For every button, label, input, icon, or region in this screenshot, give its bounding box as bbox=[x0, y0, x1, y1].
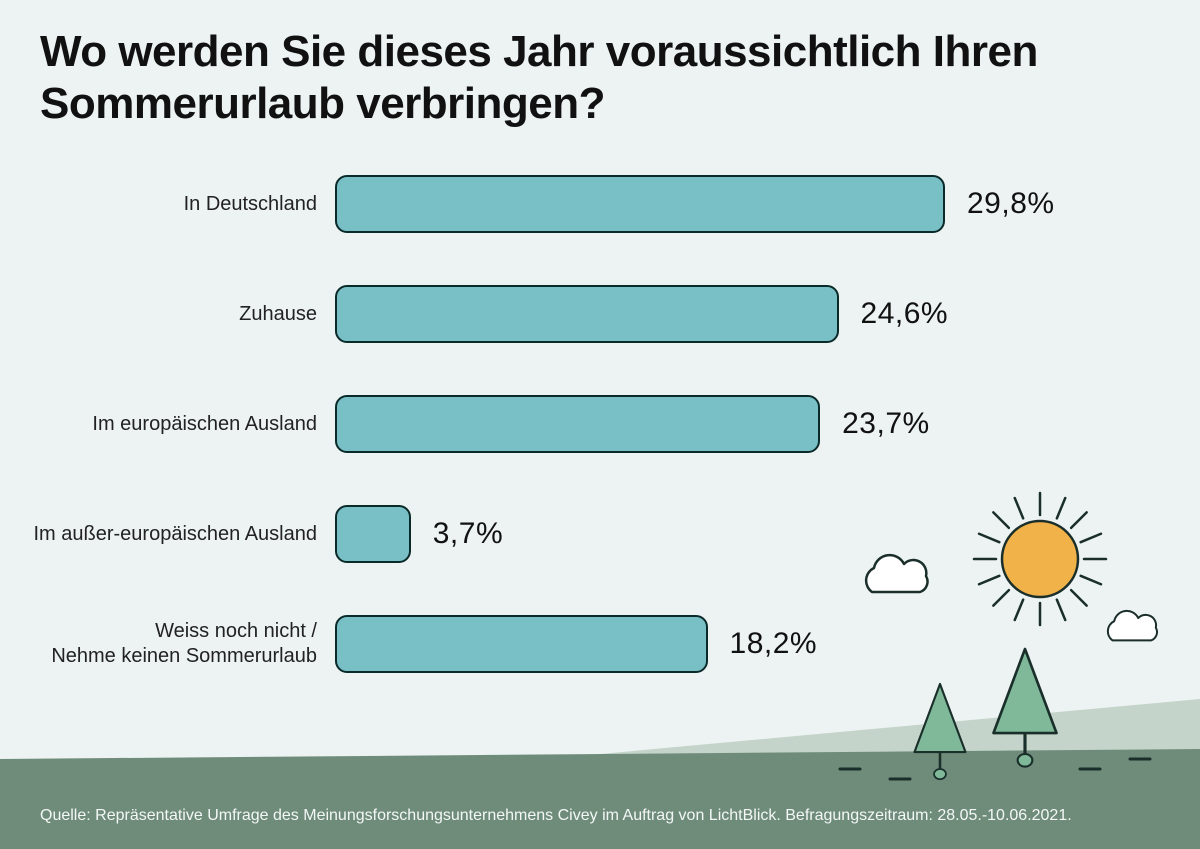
bar-fill bbox=[335, 615, 708, 673]
sun-icon bbox=[974, 493, 1106, 625]
bar-track bbox=[335, 285, 839, 343]
bar-fill bbox=[335, 285, 839, 343]
tree-icon bbox=[994, 649, 1057, 767]
bar-label: Im europäischen Ausland bbox=[0, 412, 335, 437]
cloud-icon bbox=[866, 555, 927, 592]
infographic-canvas: Wo werden Sie dieses Jahr voraussichtlic… bbox=[0, 0, 1200, 849]
bar-label: Zuhause bbox=[0, 302, 335, 327]
summer-decor bbox=[790, 469, 1170, 789]
bar-label: Weiss noch nicht / Nehme keinen Sommerur… bbox=[0, 619, 335, 669]
bar-label: Im außer-europäischen Ausland bbox=[0, 522, 335, 547]
bar-track bbox=[335, 505, 411, 563]
bar-track bbox=[335, 175, 945, 233]
bar-value: 23,7% bbox=[820, 407, 930, 441]
bar-track bbox=[335, 395, 820, 453]
tree-icon bbox=[915, 684, 966, 779]
bar-row: Im europäischen Ausland 23,7% bbox=[0, 395, 1200, 453]
bar-row: Zuhause 24,6% bbox=[0, 285, 1200, 343]
bar-value: 3,7% bbox=[411, 517, 503, 551]
bar-fill bbox=[335, 175, 945, 233]
bar-row: In Deutschland 29,8% bbox=[0, 175, 1200, 233]
bar-fill bbox=[335, 505, 411, 563]
bar-value: 29,8% bbox=[945, 187, 1055, 221]
bar-value: 24,6% bbox=[839, 297, 949, 331]
bar-track bbox=[335, 615, 708, 673]
cloud-icon bbox=[1108, 611, 1157, 640]
chart-title: Wo werden Sie dieses Jahr voraussichtlic… bbox=[40, 26, 1160, 130]
bar-label: In Deutschland bbox=[0, 192, 335, 217]
bar-fill bbox=[335, 395, 820, 453]
source-caption: Quelle: Repräsentative Umfrage des Meinu… bbox=[40, 807, 1160, 825]
